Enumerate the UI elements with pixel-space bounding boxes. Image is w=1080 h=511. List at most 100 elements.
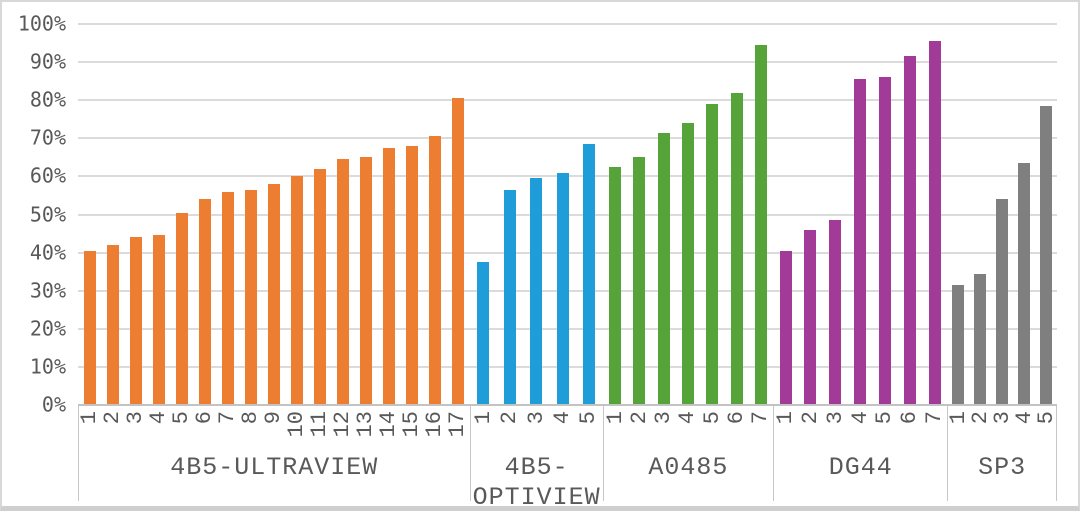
bar-slot: [676, 24, 700, 405]
bar-slot: [262, 24, 285, 405]
bar-slot: [576, 24, 603, 405]
group-label: 4B5-OPTIVIEW: [472, 453, 601, 511]
bar-slot: [400, 24, 423, 405]
bar-group-4b5-optiview: [470, 24, 603, 405]
category-tick-label: 7: [747, 411, 773, 425]
bar: [405, 145, 418, 405]
bar-slot: [700, 24, 724, 405]
bar: [503, 189, 516, 405]
bar-slot: [170, 24, 193, 405]
bar-slot: [308, 24, 331, 405]
bar: [83, 250, 96, 405]
category-tick-label: 1: [470, 411, 496, 425]
category-tick-label: 14: [376, 411, 402, 438]
bar: [754, 44, 767, 405]
category-tick-label: 11: [307, 411, 333, 438]
tick-slot: 5: [1034, 411, 1059, 424]
category-tick-label: 3: [651, 411, 677, 425]
bar: [681, 123, 694, 405]
bar: [583, 144, 596, 405]
bar-group-a0485: [603, 24, 773, 405]
bar: [106, 244, 119, 405]
bar-slot: [147, 24, 170, 405]
category-tick-label: 3: [523, 411, 549, 425]
tick-slot: 16: [422, 411, 448, 438]
axis-group-4b5-ultraview: 1 2 3 4 5 6 7 8 9 10 11 12 13 14 15 16 17 4B5-ULTRAVIEW: [77, 406, 470, 501]
bar-slot: [354, 24, 377, 405]
tick-slot: 3: [823, 411, 849, 424]
category-tick-label: 1: [77, 411, 103, 425]
tick-slot: 5: [169, 411, 195, 437]
category-tick-label: 9: [261, 411, 287, 425]
tick-slot: 15: [399, 411, 424, 437]
y-axis-tick-label: 30%: [29, 278, 66, 303]
bar: [530, 178, 543, 405]
category-tick-label: 5: [872, 411, 898, 425]
category-tick-label: 5: [699, 411, 725, 425]
bar-slot: [922, 24, 947, 405]
bar-slot: [496, 24, 523, 405]
bar-slot: [991, 24, 1013, 405]
category-tick-label: 1: [602, 411, 628, 425]
bar: [1039, 105, 1052, 405]
tick-slot: 4: [550, 411, 576, 424]
category-tick-label: 2: [100, 411, 126, 425]
tick-slot: 7: [747, 411, 773, 425]
category-tick-label: 16: [422, 411, 448, 438]
category-tick-label: 13: [353, 411, 379, 438]
bar-slot: [947, 24, 969, 405]
y-axis-tick-label: 60%: [29, 163, 66, 188]
y-axis: 100% 90% 80% 70% 60% 50% 40% 30% 20% 10% 0%: [2, 12, 70, 417]
tick-slot: 14: [376, 411, 402, 438]
tick-slot: 3: [651, 411, 677, 425]
y-axis-tick-label: 50%: [29, 202, 66, 227]
axis-group-dg44: 1 2 3 4 5 6 7 DG44: [773, 406, 947, 501]
tick-slot: 1: [773, 411, 799, 425]
y-axis-tick-label: 100%: [17, 11, 66, 36]
x-axis-band: 1 2 3 4 5 6 7 8 9 10 11 12 13 14 15 16 17 4B5-ULTRAVIEW 1 2…: [77, 406, 1059, 506]
category-tick-label: 4: [847, 411, 873, 425]
bar: [730, 92, 743, 405]
gridline: [78, 137, 1057, 140]
tick-slot: 17: [445, 411, 470, 437]
bar-slot: [898, 24, 923, 405]
gridline: [78, 99, 1057, 102]
group-label: DG44: [828, 453, 893, 482]
category-tick-label: 2: [798, 411, 824, 425]
bar: [657, 132, 670, 405]
bar: [633, 157, 646, 405]
bar-slot: [193, 24, 216, 405]
bar: [706, 104, 719, 405]
tick-slot: 2: [100, 411, 126, 437]
bar-slot: [124, 24, 147, 405]
y-axis-tick-label: 90%: [29, 49, 66, 74]
group-label: A0485: [648, 453, 729, 482]
bar: [129, 237, 142, 405]
category-tick-label: 12: [330, 411, 356, 438]
category-tick-label: 2: [627, 411, 653, 425]
category-tick-label: 6: [723, 411, 749, 425]
bar: [903, 56, 916, 405]
bar: [608, 166, 621, 405]
y-axis-tick-label: 10%: [29, 354, 66, 379]
tick-slot: 13: [353, 411, 379, 438]
category-tick-label: 4: [675, 411, 701, 425]
bar-slot: [627, 24, 651, 405]
category-tick-label: 1: [773, 411, 799, 425]
bar-groups-layer: [78, 24, 1057, 405]
bar-slot: [1035, 24, 1057, 405]
tick-slot: 3: [123, 411, 149, 437]
bar-slot: [724, 24, 748, 405]
category-tick-label: 5: [169, 411, 195, 425]
category-tick-label: 3: [123, 411, 149, 425]
bar: [221, 191, 234, 405]
tick-slot: 1: [77, 411, 103, 437]
bar: [175, 212, 188, 405]
tick-slot: 2: [798, 411, 824, 425]
tick-slot: 6: [723, 411, 749, 425]
axis-group-sp3: 1 2 3 4 5 SP3: [946, 406, 1059, 501]
y-axis-tick-label: 40%: [29, 240, 66, 265]
bar-slot: [377, 24, 400, 405]
tick-slot: 10: [284, 411, 309, 437]
